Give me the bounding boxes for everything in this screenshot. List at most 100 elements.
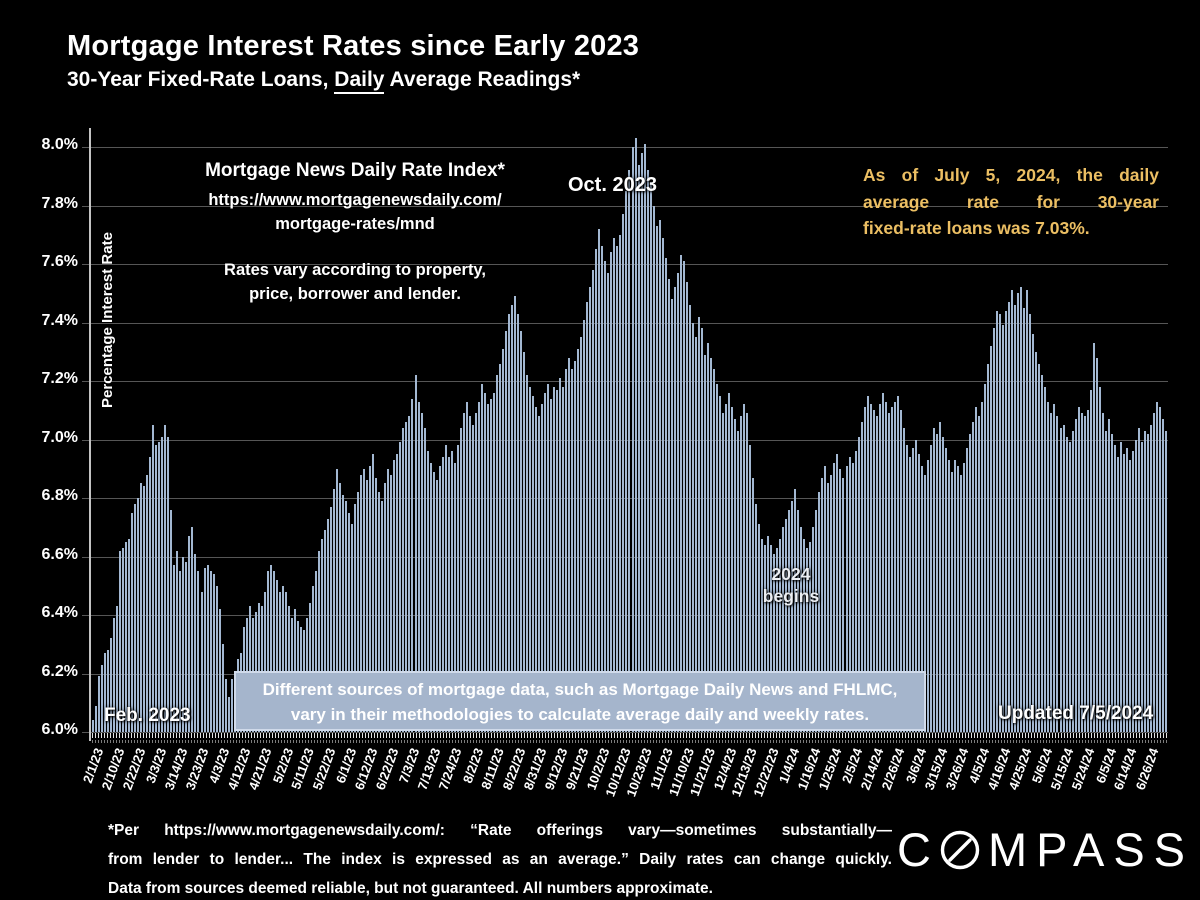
bar [535,407,538,732]
bar [999,313,1002,732]
bar [966,448,969,732]
bar [278,591,281,732]
bar [990,345,993,732]
bar [1053,404,1056,732]
bar [911,448,914,732]
bar [167,436,170,732]
bar [185,562,188,732]
bar [715,383,718,732]
bar [134,503,137,732]
bar [272,571,275,732]
bar [887,413,890,732]
bar [746,413,749,732]
bar [800,527,803,732]
bar [577,348,580,732]
bar [866,395,869,732]
bar [764,544,767,732]
bar [691,322,694,732]
bar [1014,304,1017,732]
bar [1035,351,1038,732]
y-tick-label: 8.0% [41,136,78,153]
page-title: Mortgage Interest Rates since Early 2023 [67,30,640,62]
as-of-line1: As of July 5, 2024, the daily [863,165,1159,185]
bar [947,460,950,732]
bar [544,392,547,732]
bar [269,565,272,732]
bar [330,506,333,732]
bar [824,465,827,732]
bar [1038,363,1041,732]
bar [773,553,776,732]
bar [516,313,519,732]
bar [580,337,583,732]
bar [797,509,800,732]
bar [709,357,712,732]
bar [1083,416,1086,732]
bar [396,454,399,732]
bar [390,474,393,732]
bar [1092,343,1095,732]
y-tick-label: 6.2% [41,662,78,680]
bar [706,343,709,732]
bar [975,407,978,732]
x-axis-tick-strip-minor [92,740,1168,743]
bar [143,486,146,732]
bar [902,427,905,732]
bar [1047,401,1050,732]
bar [432,471,435,732]
compass-o-icon [940,830,980,870]
bar [586,302,589,732]
bar [465,401,468,732]
bar [173,565,176,732]
bar [676,272,679,732]
bar [634,138,637,732]
bar [550,398,553,732]
bar [1065,436,1068,732]
2024-begins-line2: begins [762,586,820,606]
bar [749,445,752,732]
y-tick-label: 6.0% [41,721,78,738]
bar [658,220,661,732]
bar [616,246,619,732]
bar [559,378,562,732]
rates-vary-line2: price, borrower and lender. [249,285,461,303]
bar [643,144,646,732]
bar [1026,290,1029,732]
bar [640,152,643,732]
bar [812,527,815,732]
bar [818,492,821,732]
bar [869,404,872,732]
bar [1020,287,1023,732]
bar [981,401,984,732]
y-tick-label: 6.4% [41,604,78,621]
bar [1122,454,1125,732]
bar [809,541,812,732]
bar [227,696,230,732]
bar [1131,451,1134,732]
gridline [82,498,1168,499]
bar [932,427,935,732]
bar [309,603,311,732]
bar [574,360,577,732]
as-of-line2: average rate for 30-year [863,191,1159,212]
bar [366,480,369,732]
2024-begins-label: 2024 begins [743,563,839,607]
bar [453,462,456,732]
bar [327,518,330,732]
bar [456,445,459,732]
bar [444,445,447,732]
bar [372,454,375,732]
bar [836,454,839,732]
compass-logo-text-post: MPASS [987,823,1195,876]
bar [839,468,842,732]
bar [628,170,631,732]
bar [1005,310,1008,732]
bar [104,653,107,732]
as-of-line3: fixed-rate loans was 7.03%. [863,218,1090,238]
bar [619,234,622,732]
bar [571,369,574,732]
bar [547,383,550,732]
bar [203,568,206,732]
bar [532,395,535,732]
bar [519,331,522,732]
